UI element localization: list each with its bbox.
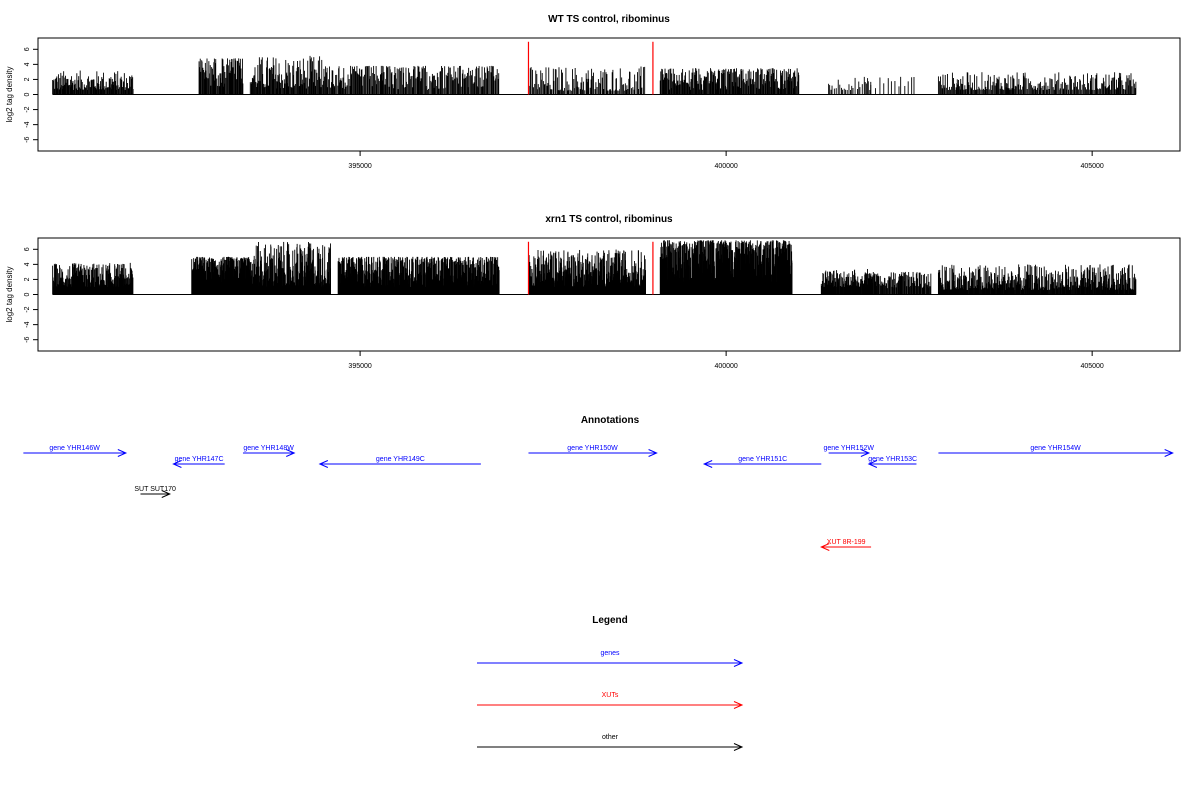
annotation-label: XUT 8R-199 <box>827 539 866 546</box>
legend-arrow-head <box>733 743 744 751</box>
y-tick-label: 4 <box>24 262 31 266</box>
legend-item-gene: genes <box>477 650 744 667</box>
annotation-arrow-head <box>820 543 830 551</box>
y-tick-label: -2 <box>24 106 31 112</box>
annotation-gene[interactable]: gene YHR154W <box>938 445 1174 457</box>
y-axis-label: log2 tag density <box>5 266 14 322</box>
annotation-gene[interactable]: gene YHR151C <box>702 456 822 468</box>
legend-label: genes <box>600 650 620 657</box>
annotation-label: gene YHR148W <box>243 445 294 452</box>
annotation-label: gene YHR147C <box>175 456 224 463</box>
legend: Legend genes XUTs other <box>477 615 744 751</box>
annotation-other[interactable]: SUT SUT170 <box>134 486 176 498</box>
y-tick-label: -4 <box>24 321 31 327</box>
legend-label: XUTs <box>602 692 619 699</box>
x-tick-label: 405000 <box>1080 363 1103 370</box>
x-tick-label: 400000 <box>714 163 737 170</box>
annotation-label: gene YHR150W <box>567 445 618 452</box>
y-tick-label: 0 <box>24 92 31 96</box>
annotation-gene[interactable]: gene YHR152W <box>824 445 875 457</box>
annotation-label: gene YHR153C <box>868 456 917 463</box>
annotation-arrow-head <box>860 449 871 457</box>
y-tick-label: 2 <box>24 77 31 81</box>
y-tick-label: -2 <box>24 306 31 312</box>
annotation-arrow-head <box>1164 449 1174 457</box>
y-tick-label: -6 <box>24 136 31 142</box>
annotation-label: gene YHR152W <box>824 445 875 452</box>
annotation-gene[interactable]: gene YHR150W <box>528 445 658 457</box>
annotation-label: SUT SUT170 <box>134 486 176 493</box>
annotation-gene[interactable]: gene YHR147C <box>172 456 225 468</box>
annotations-track: Annotations gene YHR146W gene YHR147C gene … <box>23 415 1174 551</box>
chart-title: WT TS control, ribominus <box>548 14 670 25</box>
annotation-xut[interactable]: XUT 8R-199 <box>820 539 872 551</box>
legend-title: Legend <box>592 615 628 626</box>
annotation-arrow-head <box>702 460 713 468</box>
y-tick-label: 0 <box>24 292 31 296</box>
y-tick-label: 4 <box>24 62 31 66</box>
annotation-gene[interactable]: gene YHR149C <box>318 456 481 468</box>
annotation-arrow-head <box>117 449 128 457</box>
chart-panel-xrn1: xrn1 TS control, ribominus log2 tag densi… <box>5 214 1181 370</box>
legend-item-xut: XUTs <box>477 692 744 709</box>
annotation-gene[interactable]: gene YHR153C <box>867 456 917 468</box>
x-tick-label: 400000 <box>714 363 737 370</box>
chart-panel-wt: WT TS control, ribominus log2 tag density… <box>5 14 1181 170</box>
annotation-label: gene YHR154W <box>1030 445 1081 452</box>
annotation-label: gene YHR146W <box>49 445 100 452</box>
y-tick-label: 2 <box>24 277 31 281</box>
density-bars <box>52 55 1137 95</box>
annotation-arrow-head <box>867 460 878 468</box>
x-tick-label: 395000 <box>348 163 371 170</box>
density-bars <box>52 240 1137 295</box>
y-axis-label: log2 tag density <box>5 66 14 122</box>
annotation-arrow-head <box>648 449 658 457</box>
annotation-arrow-head <box>172 460 182 468</box>
annotations-title: Annotations <box>581 415 640 426</box>
annotation-gene[interactable]: gene YHR146W <box>23 445 128 457</box>
annotation-gene[interactable]: gene YHR148W <box>242 445 296 457</box>
legend-item-other: other <box>477 734 744 751</box>
annotation-arrow-head <box>161 490 172 498</box>
annotation-label: gene YHR151C <box>738 456 787 463</box>
chart-title: xrn1 TS control, ribominus <box>545 214 673 225</box>
annotation-arrow-head <box>318 460 329 468</box>
legend-arrow-head <box>733 659 744 667</box>
y-tick-label: 6 <box>24 47 31 51</box>
y-tick-label: -4 <box>24 121 31 127</box>
annotation-label: gene YHR149C <box>376 456 425 463</box>
x-tick-label: 395000 <box>348 363 371 370</box>
annotation-arrow-head <box>286 449 296 457</box>
x-tick-label: 405000 <box>1080 163 1103 170</box>
y-tick-label: -6 <box>24 336 31 342</box>
legend-label: other <box>602 734 619 741</box>
legend-arrow-head <box>733 701 744 709</box>
y-tick-label: 6 <box>24 247 31 251</box>
